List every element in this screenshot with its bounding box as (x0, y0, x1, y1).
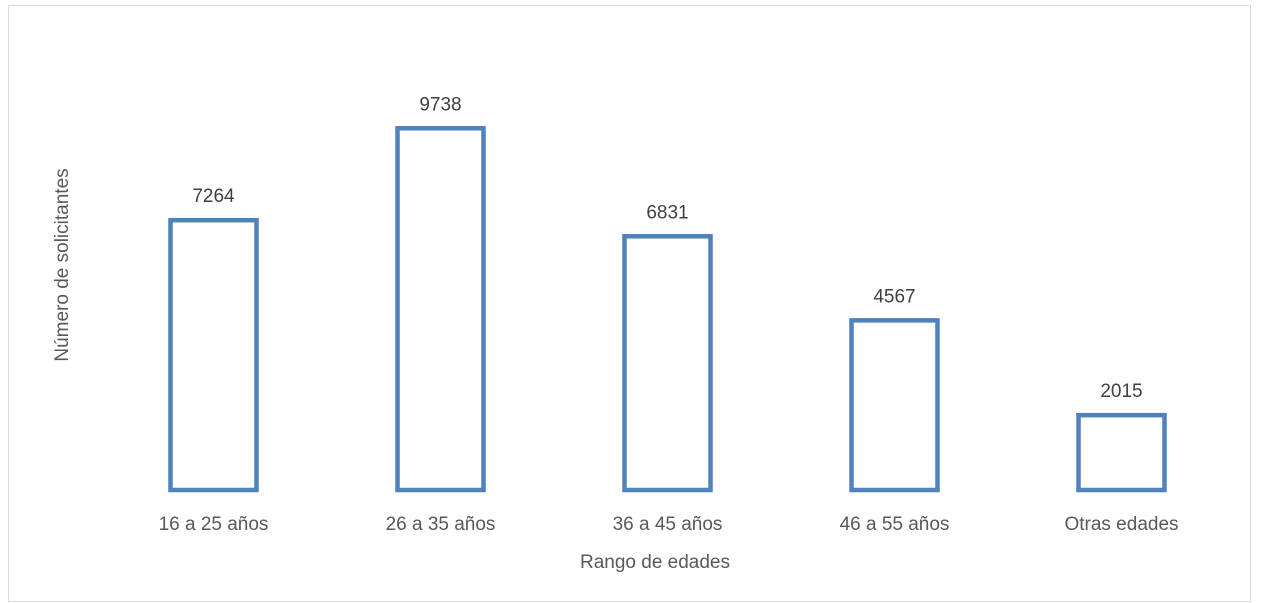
category-tick-label: Otras edades (1064, 514, 1178, 535)
bar (622, 234, 713, 493)
bar (849, 318, 940, 493)
bar (395, 126, 486, 493)
data-label: 4567 (873, 286, 915, 307)
data-label: 9738 (419, 94, 461, 115)
category-labels-group: 16 a 25 años 26 a 35 años 36 a 45 años 46 a… (159, 514, 1179, 535)
y-axis-title: Número de solicitantes (52, 168, 73, 361)
category-tick-label: 26 a 35 años (386, 514, 496, 535)
category-tick-label: 46 a 55 años (840, 514, 950, 535)
category-tick-label: 36 a 45 años (613, 514, 723, 535)
bar (1076, 412, 1167, 493)
value-labels-group: 7264 9738 6831 4567 2015 (192, 94, 1142, 402)
x-axis-title: Rango de edades (580, 552, 730, 573)
data-label: 6831 (646, 202, 688, 223)
data-label: 7264 (192, 186, 235, 207)
bars-group (168, 126, 1167, 493)
data-label: 2015 (1100, 381, 1142, 402)
bar (168, 217, 259, 493)
category-tick-label: 16 a 25 años (159, 514, 269, 535)
